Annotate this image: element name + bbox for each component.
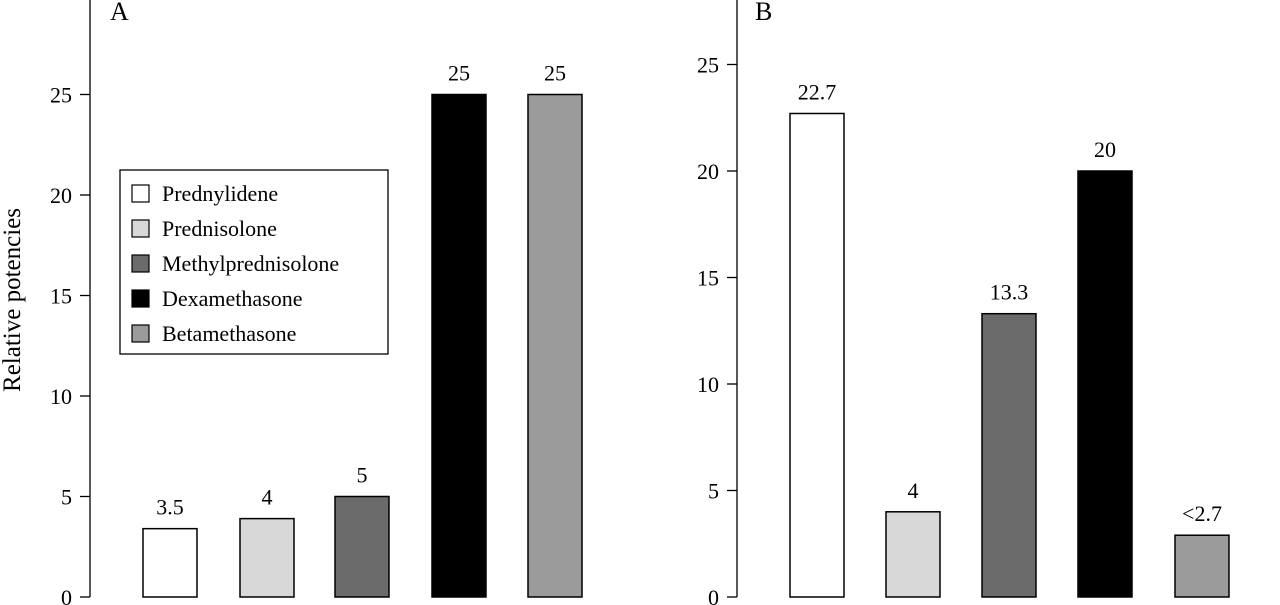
bar-value-label: 5 (357, 463, 368, 488)
legend-swatch (131, 289, 150, 308)
y-tick-label: 15 (697, 266, 719, 291)
y-tick-label: 0 (61, 585, 72, 605)
y-tick-label: 20 (50, 183, 72, 208)
legend-label: Betamethasone (162, 321, 296, 346)
legend-label: Dexamethasone (162, 286, 303, 311)
bar-methylprednisolone (334, 495, 390, 598)
bar-value-label: 25 (544, 61, 566, 86)
legend-swatch (131, 219, 150, 238)
panel-a: A 0 5 10 15 20 25 Relative potencies 3.5 4 5 25 25 Pr… (0, 0, 583, 605)
bar-value-label: <2.7 (1182, 501, 1222, 526)
bar-value-label: 4 (908, 478, 919, 503)
bar-value-label: 25 (448, 61, 470, 86)
legend-label: Prednylidene (162, 181, 278, 206)
bar-dexamethasone (1077, 170, 1133, 598)
legend-box (119, 169, 389, 355)
bar-value-label: 4 (262, 485, 273, 510)
bar-value-label: 20 (1094, 137, 1116, 162)
y-tick-label: 25 (697, 53, 719, 78)
panel-label: A (110, 0, 129, 26)
y-tick-label: 10 (697, 372, 719, 397)
bar-value-label: 22.7 (798, 79, 837, 104)
bar-value-label: 3.5 (156, 495, 184, 520)
bar-betamethasone (1174, 534, 1230, 598)
bar-value-label: 13.3 (990, 280, 1029, 305)
y-tick-label: 15 (50, 284, 72, 309)
y-tick-label: 5 (708, 479, 719, 504)
bar-prednisolone (239, 517, 295, 598)
y-tick-label: 5 (61, 485, 72, 510)
legend-label: Prednisolone (162, 216, 277, 241)
panel-b: B 0 5 10 15 20 25 22.7 4 13.3 20 <2.7 (697, 0, 1230, 605)
bar-prednylidene (142, 527, 198, 598)
legend-swatch (131, 324, 150, 343)
y-tick-label: 25 (50, 83, 72, 108)
bar-prednylidene (789, 112, 845, 598)
bar-betamethasone (527, 93, 583, 598)
y-tick-label: 20 (697, 159, 719, 184)
legend-label: Methylprednisolone (162, 251, 339, 276)
legend-swatch (131, 254, 150, 273)
y-tick-label: 10 (50, 384, 72, 409)
panel-label: B (755, 0, 772, 26)
legend-swatch (131, 184, 150, 203)
y-tick-label: 0 (708, 585, 719, 605)
bar-prednisolone (885, 511, 941, 598)
bar-methylprednisolone (981, 312, 1037, 598)
y-axis-label: Relative potencies (0, 208, 26, 392)
bar-dexamethasone (431, 93, 487, 598)
legend: Prednylidene Prednisolone Methylprednisolo… (119, 169, 389, 355)
